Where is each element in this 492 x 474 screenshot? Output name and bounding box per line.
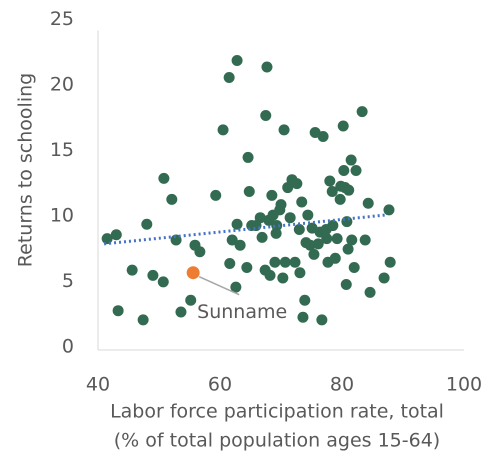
point [294,267,306,279]
point [284,212,296,224]
point [266,189,278,201]
y-tick-label: 15 [50,139,74,161]
point [345,154,357,166]
point [243,185,255,197]
point [341,216,353,228]
y-tick-label: 25 [50,8,74,30]
point [137,314,149,326]
point [343,184,355,196]
x-axis-title: Labor force participation rate, total [110,401,444,423]
y-tick-label: 0 [62,336,74,358]
y-axis-title: Returns to schooling [15,73,37,267]
point [297,311,309,323]
point [359,234,371,246]
x-tick-label: 60 [208,374,232,396]
point [223,72,235,84]
point [260,110,272,122]
point [270,227,282,239]
point [289,256,301,268]
point [112,305,124,317]
highlight-point [186,266,200,280]
y-tick-label: 20 [50,74,74,96]
point [101,233,113,245]
point [256,231,268,243]
point [293,223,305,235]
point [264,269,276,281]
point [158,172,170,184]
point [378,272,390,284]
x-tick-label: 40 [86,374,110,396]
point [326,185,338,197]
point [269,256,281,268]
point [217,124,229,136]
point [234,239,246,251]
point [384,256,396,268]
point [230,281,242,293]
point [296,196,308,208]
x-axis-title: (% of total population ages 15-64) [114,430,440,452]
point [271,220,283,232]
annotation-label: Sunname [197,301,287,323]
point [329,252,341,264]
point [126,264,138,276]
point [317,130,329,142]
point [324,175,336,187]
point [278,124,290,136]
point [350,165,362,177]
point [327,220,339,232]
point [226,234,238,246]
point [166,193,178,205]
point [334,193,346,205]
point [364,286,376,298]
point [331,233,343,245]
point [302,209,314,221]
point [356,106,368,118]
point [383,204,395,216]
y-tick-label: 10 [50,205,74,227]
point [241,261,253,273]
point [279,256,291,268]
point [275,199,287,211]
point [254,212,266,224]
point [110,229,122,241]
point [231,218,243,230]
x-tick-label: 100 [446,374,482,396]
point [231,54,243,66]
point [277,272,289,284]
point [299,294,311,306]
point [340,279,352,290]
point [308,248,320,260]
point [338,165,350,177]
point [147,269,159,281]
point [312,238,324,250]
x-tick-label: 80 [330,374,354,396]
point [242,151,254,163]
point [362,197,374,209]
point [261,61,273,73]
y-tick-label: 5 [62,270,74,292]
point [291,178,303,190]
point [175,306,187,318]
point [194,246,206,258]
point [346,234,358,246]
point [316,314,328,326]
annotation-leader [198,276,240,296]
point [342,243,354,255]
point [321,233,333,245]
point [185,294,197,306]
point [141,218,153,230]
point [224,258,236,270]
point [337,120,349,132]
point [348,261,360,273]
point [157,276,169,288]
point [210,189,222,201]
trendline [103,213,385,246]
